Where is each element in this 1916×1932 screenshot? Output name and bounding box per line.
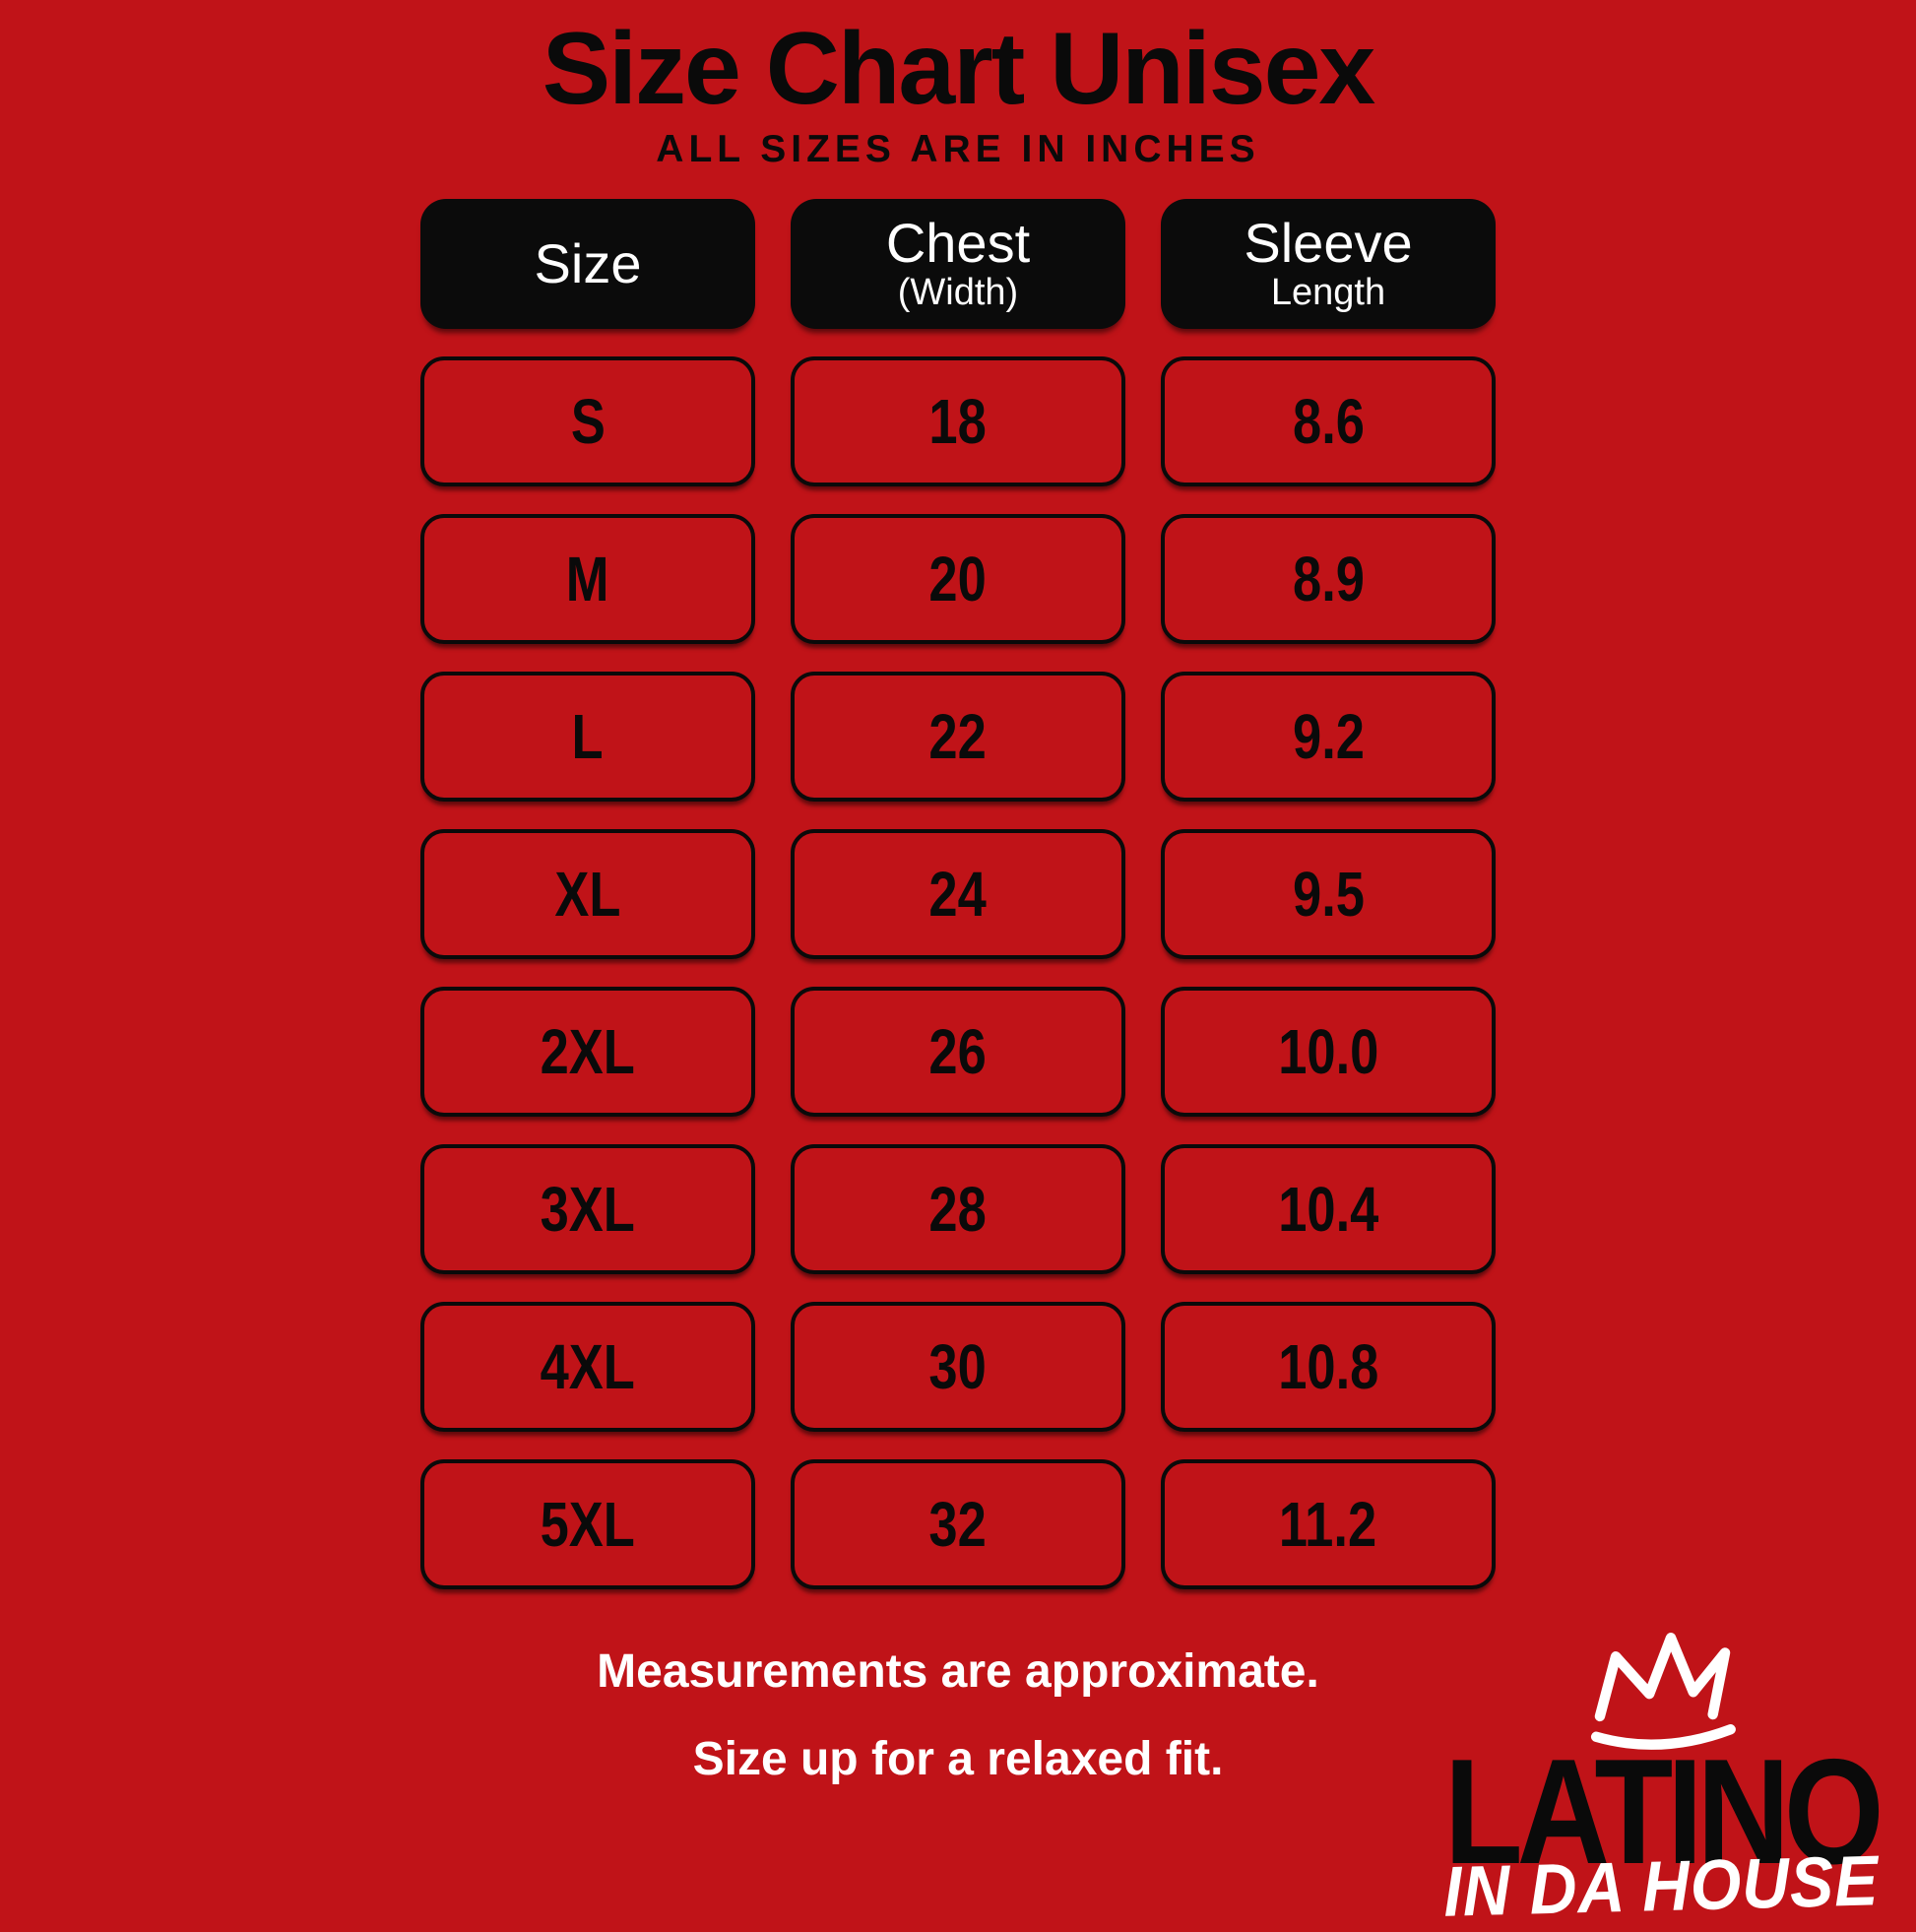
chest-cell: 30 bbox=[791, 1302, 1125, 1433]
sleeve-value: 8.6 bbox=[1292, 386, 1365, 458]
sleeve-cell: 9.5 bbox=[1161, 829, 1496, 960]
content-column: Size Chart Unisex ALL SIZES ARE IN INCHE… bbox=[420, 0, 1496, 1804]
chest-value: 22 bbox=[928, 701, 988, 773]
sleeve-cell: 8.9 bbox=[1161, 514, 1496, 645]
size-cell: XL bbox=[420, 829, 755, 960]
size-cell: 5XL bbox=[420, 1459, 755, 1590]
chest-cell: 18 bbox=[791, 356, 1125, 487]
sleeve-value: 9.5 bbox=[1292, 859, 1365, 931]
size-cell: 3XL bbox=[420, 1144, 755, 1275]
sleeve-cell: 10.0 bbox=[1161, 987, 1496, 1118]
size-cell: L bbox=[420, 672, 755, 803]
sleeve-value: 11.2 bbox=[1279, 1489, 1377, 1561]
chest-value: 24 bbox=[928, 859, 988, 931]
chest-cell: 24 bbox=[791, 829, 1125, 960]
page-subtitle: ALL SIZES ARE IN INCHES bbox=[656, 128, 1260, 171]
header-sleeve-sublabel: Length bbox=[1270, 271, 1386, 313]
size-value: M bbox=[566, 544, 609, 615]
page-title: Size Chart Unisex bbox=[542, 12, 1376, 126]
sleeve-value: 9.2 bbox=[1292, 701, 1365, 773]
header-size-label: Size bbox=[534, 231, 642, 294]
sleeve-cell: 10.8 bbox=[1161, 1302, 1496, 1433]
sleeve-value: 10.0 bbox=[1277, 1016, 1379, 1088]
crown-icon bbox=[1590, 1633, 1736, 1751]
size-value: S bbox=[570, 386, 606, 458]
size-value: 5XL bbox=[540, 1489, 636, 1561]
footnote-line-2: Size up for a relaxed fit. bbox=[692, 1733, 1224, 1786]
footnote: Measurements are approximate. Size up fo… bbox=[420, 1629, 1496, 1804]
chest-value: 30 bbox=[928, 1331, 988, 1403]
brand-logo: LATINO IN DA HOUSE bbox=[1413, 1625, 1910, 1932]
size-value: 2XL bbox=[540, 1016, 636, 1088]
header-cell-chest: Chest (Width) bbox=[791, 199, 1125, 330]
sleeve-value: 10.8 bbox=[1277, 1331, 1379, 1403]
sleeve-value: 8.9 bbox=[1292, 544, 1365, 615]
footnote-line-1: Measurements are approximate. bbox=[597, 1645, 1319, 1699]
chest-cell: 20 bbox=[791, 514, 1125, 645]
size-cell: 2XL bbox=[420, 987, 755, 1118]
size-table: Size Chest (Width) Sleeve Length S 18 8.… bbox=[420, 199, 1496, 1590]
header-sleeve-label: Sleeve bbox=[1244, 212, 1413, 275]
size-value: L bbox=[571, 701, 605, 773]
header-cell-size: Size bbox=[420, 199, 755, 330]
sleeve-cell: 8.6 bbox=[1161, 356, 1496, 487]
chest-value: 32 bbox=[928, 1489, 988, 1561]
chest-value: 18 bbox=[928, 386, 988, 458]
chest-cell: 22 bbox=[791, 672, 1125, 803]
size-value: XL bbox=[554, 859, 621, 931]
header-chest-sublabel: (Width) bbox=[897, 271, 1019, 313]
chest-cell: 32 bbox=[791, 1459, 1125, 1590]
chest-value: 20 bbox=[928, 544, 988, 615]
size-value: 4XL bbox=[540, 1331, 636, 1403]
chest-value: 26 bbox=[928, 1016, 988, 1088]
chest-cell: 28 bbox=[791, 1144, 1125, 1275]
header-chest-label: Chest bbox=[885, 212, 1031, 275]
brand-name-in-da-house: IN DA HOUSE bbox=[1442, 1841, 1881, 1932]
size-cell: M bbox=[420, 514, 755, 645]
sleeve-cell: 10.4 bbox=[1161, 1144, 1496, 1275]
sleeve-cell: 9.2 bbox=[1161, 672, 1496, 803]
size-cell: S bbox=[420, 356, 755, 487]
sleeve-cell: 11.2 bbox=[1161, 1459, 1496, 1590]
sleeve-value: 10.4 bbox=[1277, 1174, 1379, 1246]
size-cell: 4XL bbox=[420, 1302, 755, 1433]
chest-cell: 26 bbox=[791, 987, 1125, 1118]
header-cell-sleeve: Sleeve Length bbox=[1161, 199, 1496, 330]
size-value: 3XL bbox=[540, 1174, 636, 1246]
chest-value: 28 bbox=[928, 1174, 988, 1246]
brand-name-latino: LATINO bbox=[1444, 1728, 1884, 1897]
